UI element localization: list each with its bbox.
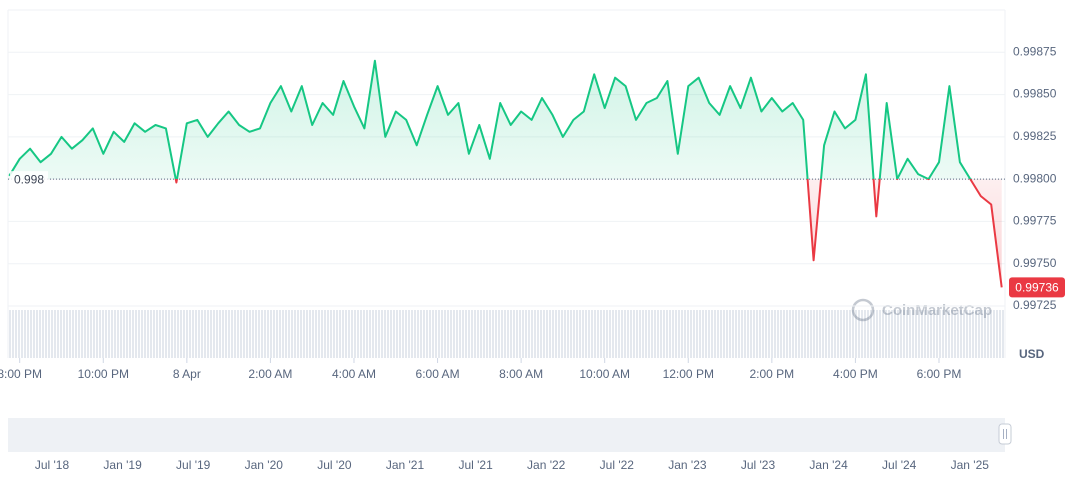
navigator-label: Jul '20 <box>317 458 352 472</box>
navigator-label: Jul '23 <box>741 458 776 472</box>
x-tick-label: 6:00 PM <box>917 367 962 381</box>
watermark-text: CoinMarketCap <box>882 302 992 319</box>
y-tick-label: 0.99775 <box>1013 214 1057 228</box>
x-tick-label: 10:00 PM <box>78 367 129 381</box>
navigator-label: Jan '23 <box>668 458 707 472</box>
y-tick-label: 0.99850 <box>1013 87 1057 101</box>
navigator-label: Jul '18 <box>35 458 70 472</box>
x-tick-label: 2:00 AM <box>248 367 292 381</box>
navigator-label: Jan '22 <box>527 458 566 472</box>
y-unit: USD <box>1019 347 1045 361</box>
watermark-logo <box>851 298 875 322</box>
volume-bars <box>8 310 1005 358</box>
x-tick-label: 8:00 PM <box>0 367 42 381</box>
y-tick-label: 0.99800 <box>1013 171 1057 185</box>
x-tick-label: 10:00 AM <box>579 367 630 381</box>
navigator-label: Jul '21 <box>458 458 493 472</box>
navigator[interactable] <box>8 418 1005 452</box>
x-tick-label: 8 Apr <box>173 367 201 381</box>
x-tick-label: 6:00 AM <box>416 367 460 381</box>
y-tick-label: 0.99750 <box>1013 256 1057 270</box>
x-tick-label: 12:00 PM <box>663 367 714 381</box>
y-tick-label: 0.99875 <box>1013 44 1057 58</box>
navigator-label: Jan '24 <box>809 458 848 472</box>
navigator-label: Jan '20 <box>245 458 284 472</box>
navigator-label: Jul '22 <box>600 458 635 472</box>
y-tick-label: 0.99725 <box>1013 298 1057 312</box>
y-tick-label: 0.99825 <box>1013 129 1057 143</box>
navigator-label: Jan '25 <box>951 458 990 472</box>
baseline-label: 0.998 <box>14 172 44 186</box>
x-tick-label: 4:00 PM <box>833 367 878 381</box>
current-price: 0.99736 <box>1015 281 1059 295</box>
navigator-label: Jul '19 <box>176 458 211 472</box>
baseline-label-bg <box>10 171 48 188</box>
navigator-label: Jan '19 <box>103 458 142 472</box>
price-line <box>8 59 1003 288</box>
x-tick-label: 4:00 AM <box>332 367 376 381</box>
area-fill <box>9 60 1002 288</box>
x-tick-label: 8:00 AM <box>499 367 543 381</box>
navigator-label: Jul '24 <box>882 458 917 472</box>
current-price-badge <box>1009 277 1065 298</box>
x-tick-label: 2:00 PM <box>749 367 794 381</box>
navigator-handle[interactable] <box>998 423 1012 445</box>
navigator-label: Jan '21 <box>386 458 425 472</box>
